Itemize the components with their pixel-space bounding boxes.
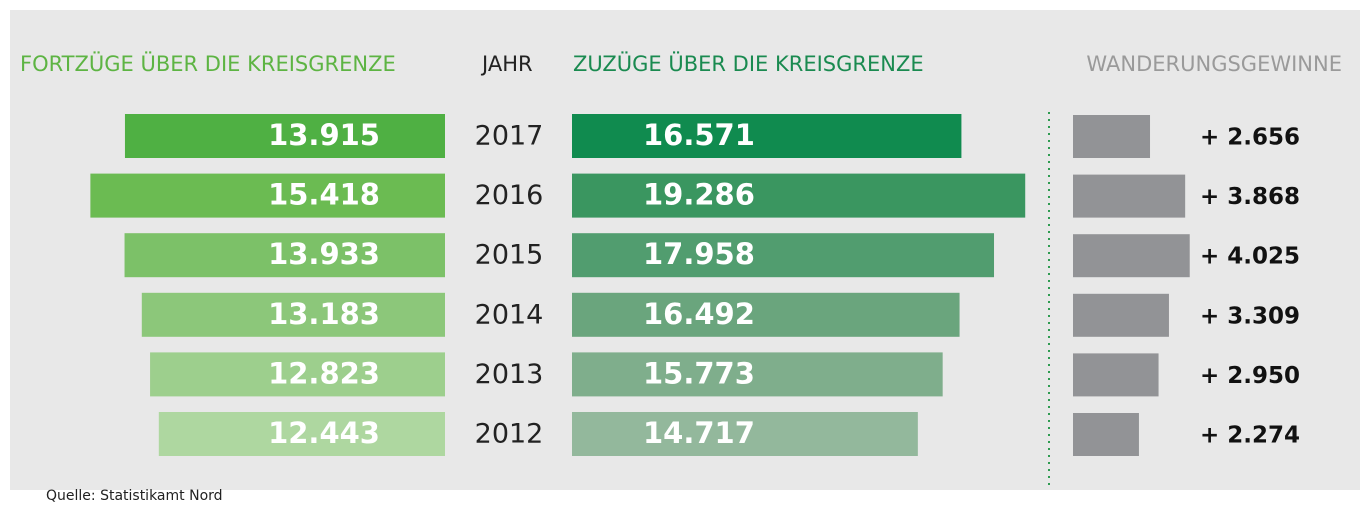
header-middle: JAHR [480,52,533,76]
value-label-gain: + 4.025 [1200,244,1300,270]
value-label-left: 12.823 [268,356,380,390]
value-label-right: 19.286 [643,178,755,212]
value-label-gain: + 2.950 [1200,363,1300,389]
bar-left [158,412,445,456]
year-label: 2016 [475,180,544,211]
year-label: 2017 [475,121,544,152]
bar-gain [1073,115,1151,158]
value-label-gain: + 2.656 [1200,125,1300,151]
bar-right [572,412,918,456]
value-label-left: 13.183 [268,297,380,331]
value-label-right: 17.958 [643,237,755,271]
bar-gain [1073,234,1190,278]
header-right: ZUZÜGE ÜBER DIE KREISGRENZE [573,51,924,76]
value-label-right: 16.492 [643,297,755,331]
value-label-gain: + 3.868 [1200,184,1300,210]
year-label: 2013 [475,359,544,390]
bar-left [124,114,445,158]
bar-right [572,292,960,337]
year-label: 2015 [475,240,544,271]
source: Quelle: Statistikamt Nord [46,488,223,504]
bar-right [572,233,995,278]
bar-left [141,292,445,337]
bar-right [572,173,1026,218]
bar-left [124,233,445,278]
value-label-left: 13.915 [268,118,380,152]
bar-gain [1073,353,1159,397]
value-label-left: 13.933 [268,237,380,271]
bar-right [572,114,962,158]
value-label-right: 15.773 [643,356,755,390]
bar-right [572,352,943,397]
value-label-right: 16.571 [643,118,755,152]
bar-left [90,173,446,218]
bar-left [150,352,446,397]
value-label-right: 14.717 [643,416,755,450]
year-label: 2012 [475,419,544,450]
header-gain: WANDERUNGSGEWINNE [1086,52,1342,76]
value-label-gain: + 2.274 [1200,423,1300,449]
bar-gain [1073,174,1186,218]
value-label-gain: + 3.309 [1200,303,1300,329]
value-label-left: 15.418 [268,178,380,212]
header-left: FORTZÜGE ÜBER DIE KREISGRENZE [20,51,396,76]
year-label: 2014 [475,299,544,330]
bar-gain [1073,413,1139,456]
value-label-left: 12.443 [268,416,380,450]
bar-gain [1073,293,1169,337]
